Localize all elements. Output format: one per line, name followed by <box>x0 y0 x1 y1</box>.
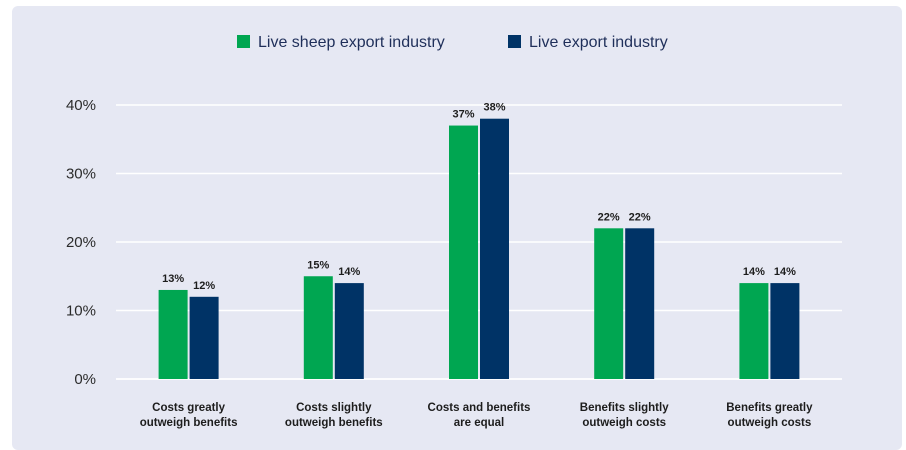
data-label: 22% <box>629 211 651 223</box>
bar <box>594 228 624 379</box>
data-label: 14% <box>774 266 796 278</box>
data-label: 38% <box>483 102 505 114</box>
x-category-label: are equal <box>454 417 505 429</box>
x-category-label: Costs and benefits <box>428 402 531 414</box>
legend-label: Live sheep export industry <box>258 34 445 51</box>
legend-label: Live export industry <box>529 34 668 51</box>
data-label: 12% <box>193 280 215 292</box>
y-tick-label: 40% <box>66 97 96 114</box>
bar <box>449 125 478 379</box>
data-label: 22% <box>598 211 620 223</box>
legend-swatch <box>237 35 250 48</box>
data-labels: 13% 12% 15% 14% 37% 38% 22% 22% 14% 14% <box>162 102 796 292</box>
x-category-label: Costs greatly <box>152 402 225 414</box>
data-label: 14% <box>743 266 765 278</box>
bar <box>189 296 219 379</box>
bars <box>158 118 800 379</box>
data-label: 37% <box>452 109 474 121</box>
bar <box>334 283 364 379</box>
x-category-label: outweigh benefits <box>285 417 383 429</box>
bar <box>770 283 800 379</box>
y-tick-label: 0% <box>74 371 96 388</box>
bar <box>480 118 509 379</box>
x-category-label: outweigh costs <box>582 417 666 429</box>
bar <box>303 276 333 379</box>
x-category-label: Benefits greatly <box>726 402 813 414</box>
y-tick-label: 30% <box>66 166 96 183</box>
y-axis-ticks: 0% 10% 20% 30% 40% <box>66 97 96 388</box>
x-category-label: outweigh costs <box>728 417 812 429</box>
y-tick-label: 20% <box>66 234 96 251</box>
data-label: 14% <box>338 266 360 278</box>
x-category-label: Benefits slightly <box>580 402 669 414</box>
x-category-label: Costs slightly <box>296 402 372 414</box>
bar <box>625 228 655 379</box>
y-tick-label: 10% <box>66 303 96 320</box>
x-axis-labels: Costs greatly outweigh benefits Costs slig… <box>140 402 813 429</box>
bar <box>739 283 769 379</box>
bar <box>158 289 188 379</box>
legend: Live sheep export industry Live export in… <box>237 34 668 51</box>
gridlines <box>116 104 842 380</box>
x-category-label: outweigh benefits <box>140 417 238 429</box>
data-label: 15% <box>307 259 329 271</box>
legend-swatch <box>508 35 521 48</box>
data-label: 13% <box>162 273 184 285</box>
